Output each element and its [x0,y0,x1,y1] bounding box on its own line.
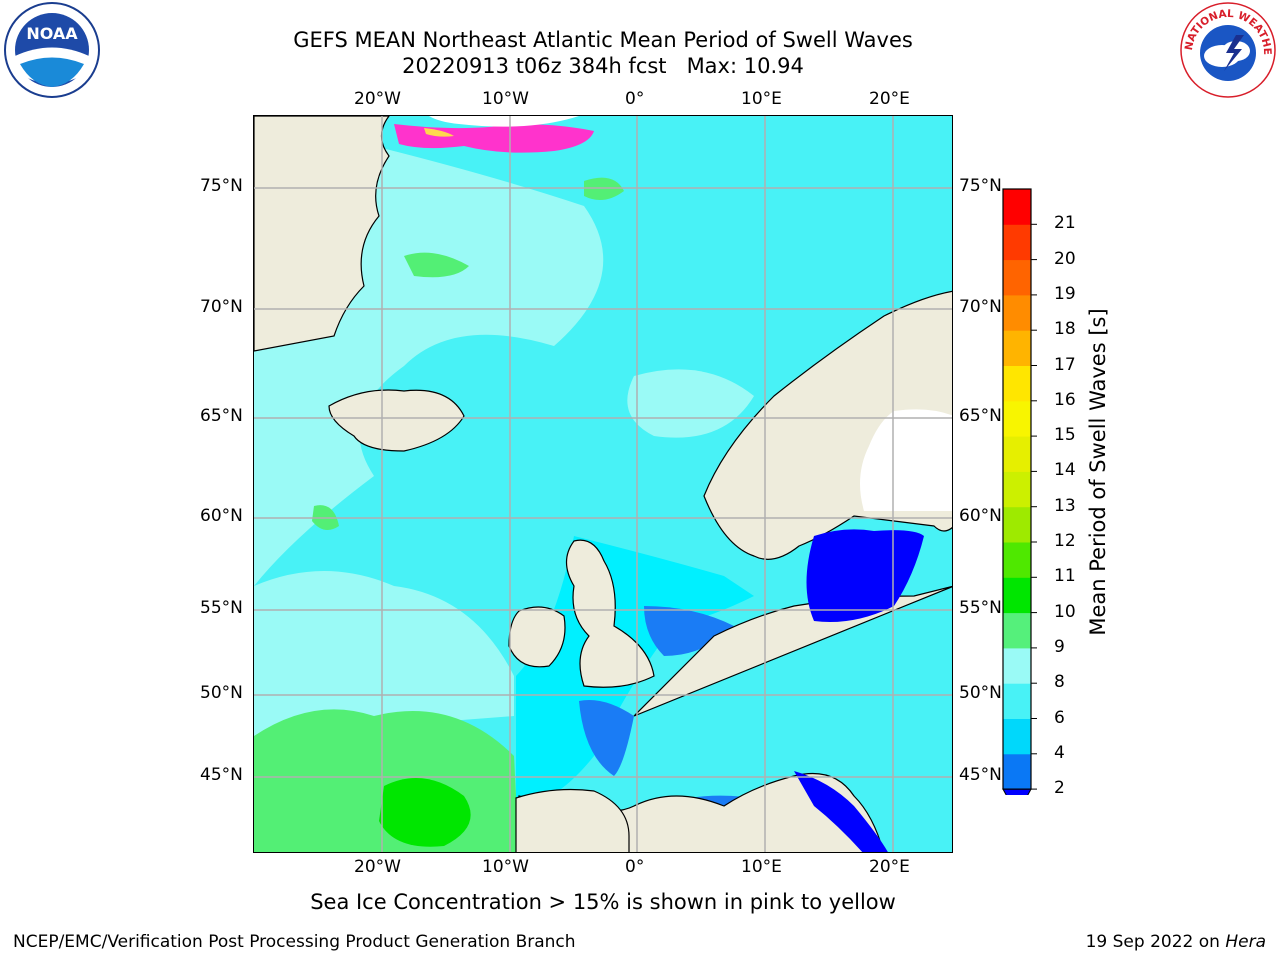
colorbar-segment [1003,436,1031,472]
colorbar-tick-label: 2 [1054,778,1065,799]
graticule [254,116,952,852]
lat-label-right: 70°N [959,297,1002,317]
noaa-logo: NOAA [2,1,102,99]
ocean-zone-8-9 [627,369,754,438]
lat-label-right: 55°N [959,598,1002,618]
lat-label-left: 70°N [200,297,243,317]
ocean-zone-9-10 [404,252,469,278]
colorbar-tick-label: 17 [1054,354,1076,375]
lat-label-left: 55°N [200,598,243,618]
footer-host: Hera [1225,932,1266,952]
map-canvas [254,116,952,852]
colorbar-segment [1003,471,1031,508]
colorbar-tick-label: 19 [1054,283,1076,304]
colorbar-tick-label: 11 [1054,566,1076,587]
lat-label-left: 45°N [200,765,243,785]
colorbar-tick-label: 12 [1054,531,1076,551]
lon-label-bottom: 20°E [869,857,910,877]
sea-ice-core [424,128,454,137]
colorbar-segment [1003,189,1031,225]
ocean-zone-9-10 [584,177,624,200]
sea-ice-white [429,116,579,127]
colorbar-tick-label: 10 [1054,601,1076,622]
footer-producer: NCEP/EMC/Verification Post Processing Pr… [13,932,576,952]
colorbar-tick-label: 9 [1054,636,1065,657]
colorbar-segment [1003,294,1031,331]
colorbar-tick-label: 15 [1054,425,1076,446]
colorbar-segment [1003,506,1031,543]
colorbar [1002,188,1037,795]
ocean-zone-2-4 [579,700,634,776]
chart-title: GEFS MEAN Northeast Atlantic Mean Period… [293,28,913,52]
colorbar-tick-label: 6 [1054,707,1065,728]
sweden-ice-white [860,409,952,511]
lon-label-bottom: 20°W [354,857,401,877]
colorbar-segment [1003,753,1031,790]
lat-label-left: 75°N [200,176,243,196]
colorbar-segment [1003,259,1031,296]
lon-label-top: 10°W [482,89,529,109]
lon-label-top: 20°W [354,89,401,109]
colorbar-tick-label: 4 [1054,742,1065,763]
colorbar-title: Mean Period of Swell Waves [s] [1086,308,1110,636]
adriatic-sea [794,771,888,852]
footer-date: 19 Sep 2022 on Hera [1086,932,1266,952]
uk-landmass [565,539,655,688]
colorbar-frame [1002,188,1032,790]
colorbar-tick-label: 8 [1054,672,1065,693]
lon-label-bottom: 0° [625,857,645,877]
colorbar-extend-arrow [1002,788,1032,795]
colorbar-segment [1003,577,1031,614]
colorbar-tick-label: 18 [1054,319,1076,340]
ocean-zone-2-4 [644,606,734,656]
nws-logo: NATIONAL WEATHER SERVICE [1174,0,1278,99]
lat-label-right: 50°N [959,683,1002,703]
lon-label-bottom: 10°W [482,857,529,877]
lat-label-left: 60°N [200,506,243,526]
colorbar-tick-label: 21 [1054,213,1076,234]
colorbar-segment [1003,330,1031,366]
colorbar-tick-label: 20 [1054,248,1076,269]
lat-label-left: 50°N [200,683,243,703]
colorbar-tick-label: 16 [1054,389,1076,410]
lon-label-bottom: 10°E [741,857,782,877]
lon-label-top: 20°E [869,89,910,109]
lat-label-right: 75°N [959,176,1002,196]
colorbar-segment [1003,224,1031,261]
lon-label-top: 10°E [741,89,782,109]
lat-label-right: 65°N [959,406,1002,426]
lat-label-left: 65°N [200,406,243,426]
colorbar-segment [1003,400,1031,437]
colorbar-segment [1003,612,1031,649]
colorbar-segment [1003,365,1031,402]
colorbar-segment [1003,718,1031,755]
sea-ice-caption: Sea Ice Concentration > 15% is shown in … [310,890,896,914]
colorbar-segment [1003,647,1031,684]
sea-ice [394,124,594,153]
noaa-logo-text: NOAA [26,24,78,43]
lat-label-right: 45°N [959,765,1002,785]
lon-label-top: 0° [625,89,645,109]
iceland-landmass [328,389,465,452]
chart-subtitle: 20220913 t06z 384h fcst Max: 10.94 [402,54,804,78]
ocean-zone-8-9 [254,146,604,586]
colorbar-tick-label: 14 [1054,460,1076,481]
colorbar-segment [1003,683,1031,719]
lat-label-right: 60°N [959,506,1002,526]
colorbar-tick-label: 13 [1054,495,1076,516]
colorbar-segment [1003,542,1031,578]
baltic-sea [806,529,924,622]
ocean-zone-10-11 [379,778,471,847]
map-area [253,115,953,853]
iberia-landmass [515,788,630,852]
footer-date-text: 19 Sep 2022 on [1085,932,1226,952]
